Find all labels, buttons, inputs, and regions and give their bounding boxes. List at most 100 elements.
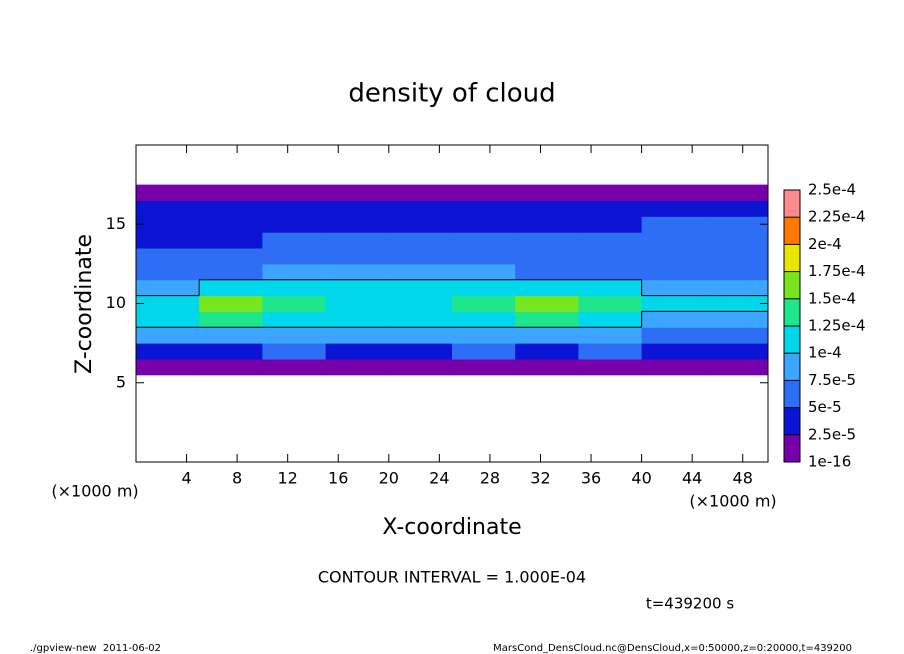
- heatmap-cell: [515, 358, 579, 376]
- heatmap-cell: [136, 279, 200, 297]
- heatmap-cell: [262, 343, 327, 360]
- y-axis-label: Z-coordinate: [72, 234, 97, 374]
- heatmap-cell: [641, 279, 706, 297]
- heatmap-cell: [452, 200, 516, 217]
- heatmap-cell: [704, 311, 769, 328]
- heatmap-cell: [452, 232, 516, 249]
- colorbar-tick-label: 1.5e-4: [808, 289, 856, 307]
- x-tick-label: 36: [581, 469, 601, 488]
- heatmap-cell: [578, 232, 643, 249]
- heatmap-cell: [452, 263, 516, 281]
- heatmap-cell: [325, 248, 390, 265]
- heatmap-cell: [641, 327, 706, 344]
- heatmap-cell: [515, 263, 579, 281]
- heatmap-cell: [136, 327, 200, 344]
- heatmap-cell: [704, 358, 769, 376]
- heatmap-cell: [262, 248, 327, 265]
- colorbar-band: [784, 190, 800, 218]
- heatmap-cell: [452, 248, 516, 265]
- heatmap-cell: [641, 358, 706, 376]
- footer-right: MarsCond_DensCloud.nc@DensCloud,x=0:5000…: [493, 643, 852, 654]
- heatmap-cell: [262, 295, 327, 312]
- heatmap-cell: [388, 263, 453, 281]
- heatmap-cell: [199, 200, 263, 217]
- heatmap-cell: [199, 232, 263, 249]
- heatmap-cell: [136, 263, 200, 281]
- heatmap-cell: [641, 216, 706, 233]
- heatmap-cell: [136, 295, 200, 312]
- heatmap-cell: [515, 216, 579, 233]
- heatmap-cell: [136, 232, 200, 249]
- heatmap-cell: [199, 311, 263, 328]
- heatmap-cell: [136, 358, 200, 376]
- heatmap-cell: [388, 358, 453, 376]
- heatmap-cell: [704, 248, 769, 265]
- heatmap-cell: [641, 295, 706, 312]
- heatmap-cell: [704, 216, 769, 233]
- time-label: t=439200 s: [646, 595, 734, 613]
- chart-title: density of cloud: [348, 79, 555, 109]
- heatmap-cell: [641, 311, 706, 328]
- heatmap-cell: [452, 311, 516, 328]
- heatmap-cell: [641, 232, 706, 249]
- heatmap-cell: [199, 327, 263, 344]
- heatmap-cell: [578, 184, 643, 201]
- heatmap-cell: [515, 311, 579, 328]
- heatmap-cell: [325, 263, 390, 281]
- heatmap-cell: [388, 295, 453, 312]
- heatmap-cell: [641, 248, 706, 265]
- heatmap-cell: [388, 200, 453, 217]
- heatmap-cell: [262, 279, 327, 297]
- heatmap-cell: [262, 358, 327, 376]
- heatmap-cell: [388, 311, 453, 328]
- heatmap-cell: [199, 358, 263, 376]
- heatmap-cell: [704, 279, 769, 297]
- x-tick-label: 48: [733, 469, 753, 488]
- heatmap-cell: [325, 184, 390, 201]
- heatmap-cell: [199, 279, 263, 297]
- colorbar-tick-label: 7.5e-5: [808, 371, 856, 389]
- footer-left: ./gpview-new 2011-06-02: [30, 643, 161, 654]
- colorbar-band: [784, 380, 800, 408]
- heatmap-cell: [136, 343, 200, 360]
- heatmap-cell: [452, 343, 516, 360]
- heatmap-cell: [136, 184, 200, 201]
- colorbar-tick-label: 2e-4: [808, 235, 842, 253]
- y-tick-label: 15: [106, 214, 126, 233]
- heatmap-cell: [704, 184, 769, 201]
- heatmap-cell: [515, 327, 579, 344]
- colorbar-tick-label: 1.25e-4: [808, 317, 866, 335]
- heatmap-cell: [515, 295, 579, 312]
- colorbar-band: [784, 271, 800, 300]
- colorbar-tick-label: 5e-5: [808, 398, 842, 416]
- heatmap-cell: [262, 263, 327, 281]
- heatmap-cell: [578, 327, 643, 344]
- heatmap-cell: [515, 184, 579, 201]
- x-unit-label: (×1000 m): [689, 492, 776, 511]
- heatmap-cell: [704, 343, 769, 360]
- heatmap-cell: [136, 248, 200, 265]
- y-tick-label: 10: [106, 293, 126, 312]
- heatmap-cell: [578, 279, 643, 297]
- heatmap-cell: [704, 295, 769, 312]
- heatmap-cell: [262, 311, 327, 328]
- heatmap-cell: [262, 327, 327, 344]
- x-tick-label: 8: [232, 469, 242, 488]
- x-tick-label: 32: [530, 469, 550, 488]
- heatmap-cell: [388, 232, 453, 249]
- heatmap-cell: [325, 343, 390, 360]
- colorbar-band: [784, 353, 800, 381]
- x-tick-label: 16: [328, 469, 348, 488]
- heatmap-cell: [578, 200, 643, 217]
- heatmap-cell: [388, 248, 453, 265]
- heatmap-cell: [262, 232, 327, 249]
- heatmap-cell: [641, 184, 706, 201]
- heatmap-cell: [578, 358, 643, 376]
- colorbar-tick-label: 1e-16: [808, 453, 851, 471]
- heatmap-cell: [452, 184, 516, 201]
- heatmap-cell: [578, 343, 643, 360]
- heatmap-cell: [199, 263, 263, 281]
- heatmap-cell: [388, 343, 453, 360]
- heatmap-cell: [388, 184, 453, 201]
- colorbar-band: [784, 434, 800, 463]
